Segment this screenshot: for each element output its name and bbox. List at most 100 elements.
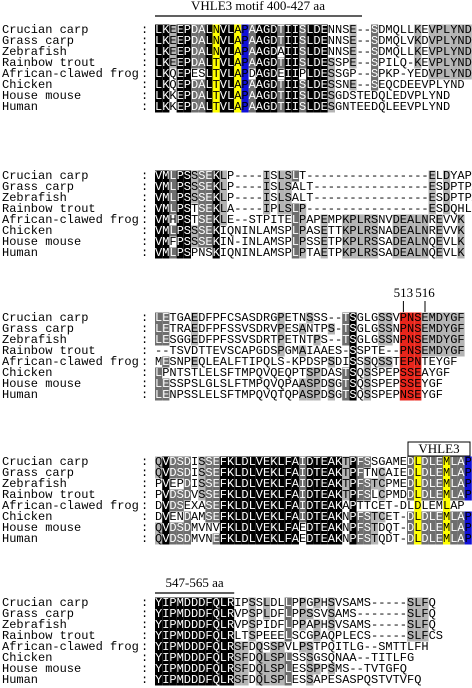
residue-shade: [349, 214, 357, 226]
residue-shade: [227, 456, 235, 468]
residue: V: [429, 45, 437, 59]
residue-shade: [349, 356, 357, 368]
residue: Y: [155, 640, 162, 654]
residue-shade: [306, 456, 314, 468]
residue-shade: [320, 478, 328, 490]
residue: F: [241, 673, 248, 687]
residue: -: [285, 355, 292, 369]
residue: A: [198, 100, 206, 114]
residue: T: [213, 78, 220, 92]
residue: N: [436, 89, 443, 103]
residue-shade: [349, 57, 357, 69]
residue: -: [234, 191, 241, 205]
residue: D: [457, 78, 464, 92]
residue-shade: [183, 181, 191, 193]
residue: I: [285, 67, 292, 81]
residue: P: [177, 246, 184, 260]
residue-shade: [169, 652, 177, 664]
residue: L: [450, 510, 457, 524]
residue: S: [227, 333, 234, 347]
residue: D: [270, 56, 277, 70]
residue-shade: [205, 181, 213, 193]
residue: P: [349, 532, 356, 546]
residue: -: [342, 191, 349, 205]
residue-shade: [212, 533, 220, 545]
residue-shade: [385, 312, 393, 324]
residue-shade: [299, 489, 307, 501]
residue-shade: [227, 641, 235, 653]
residue-shade: [270, 478, 278, 490]
residue-shade: [277, 312, 285, 324]
residue: D: [241, 488, 248, 502]
residue: S: [328, 67, 335, 81]
residue-shade: [457, 345, 465, 357]
separator: :: [141, 67, 148, 81]
residue: V: [371, 662, 379, 676]
residue: S: [191, 235, 198, 249]
residue: -: [335, 322, 342, 336]
residue: S: [328, 662, 335, 676]
residue-shade: [219, 489, 227, 501]
residue-shade: [464, 522, 472, 534]
residue: -: [241, 202, 248, 216]
residue: T: [342, 311, 349, 325]
residue: A: [321, 629, 329, 643]
residue-shade: [399, 214, 407, 226]
residue: Q: [256, 662, 263, 676]
residue-shade: [356, 489, 364, 501]
residue-shade: [205, 630, 213, 642]
residue: C: [378, 488, 385, 502]
residue-shade: [198, 608, 206, 620]
residue: T: [198, 344, 205, 358]
residue: Q: [393, 23, 400, 37]
residue: G: [263, 23, 270, 37]
residue: S: [227, 344, 234, 358]
residue: -: [328, 169, 335, 183]
residue-shade: [284, 608, 292, 620]
residue-shade: [155, 214, 163, 226]
residue-shade: [421, 597, 429, 609]
residue-shade: [255, 652, 263, 664]
residue: E: [213, 344, 220, 358]
residue: V: [162, 466, 170, 480]
residue-shade: [155, 608, 163, 620]
residue: E: [429, 180, 436, 194]
residue-shade: [313, 619, 321, 631]
residue: S: [184, 191, 191, 205]
residue-shade: [291, 500, 299, 512]
residue: -: [393, 629, 400, 643]
residue: P: [177, 477, 184, 491]
residue: -: [414, 202, 421, 216]
residue-shade: [263, 663, 271, 675]
residue: M: [335, 662, 342, 676]
residue: Q: [256, 673, 263, 687]
residue-shade: [155, 57, 163, 69]
residue: S: [299, 34, 306, 48]
residue: I: [162, 607, 169, 621]
residue: V: [335, 618, 343, 632]
residue: D: [155, 510, 162, 524]
residue: F: [220, 488, 227, 502]
residue: V: [220, 45, 228, 59]
residue-shade: [162, 247, 170, 259]
residue: L: [198, 377, 205, 391]
residue-shade: [407, 345, 415, 357]
residue-shade: [155, 467, 163, 479]
residue-shade: [284, 663, 292, 675]
residue: S: [328, 618, 335, 632]
motif-label: VHLE3: [418, 441, 459, 456]
residue: S: [349, 344, 356, 358]
residue-shade: [371, 478, 379, 490]
residue: P: [292, 618, 299, 632]
residue: L: [169, 169, 176, 183]
residue: L: [234, 466, 241, 480]
residue: N: [227, 235, 234, 249]
residue: P: [177, 388, 184, 402]
residue-shade: [205, 192, 213, 204]
residue: D: [191, 673, 198, 687]
residue-shade: [320, 46, 328, 58]
residue: D: [313, 67, 320, 81]
residue-shade: [183, 619, 191, 631]
residue: N: [213, 23, 220, 37]
residue: S: [249, 629, 256, 643]
